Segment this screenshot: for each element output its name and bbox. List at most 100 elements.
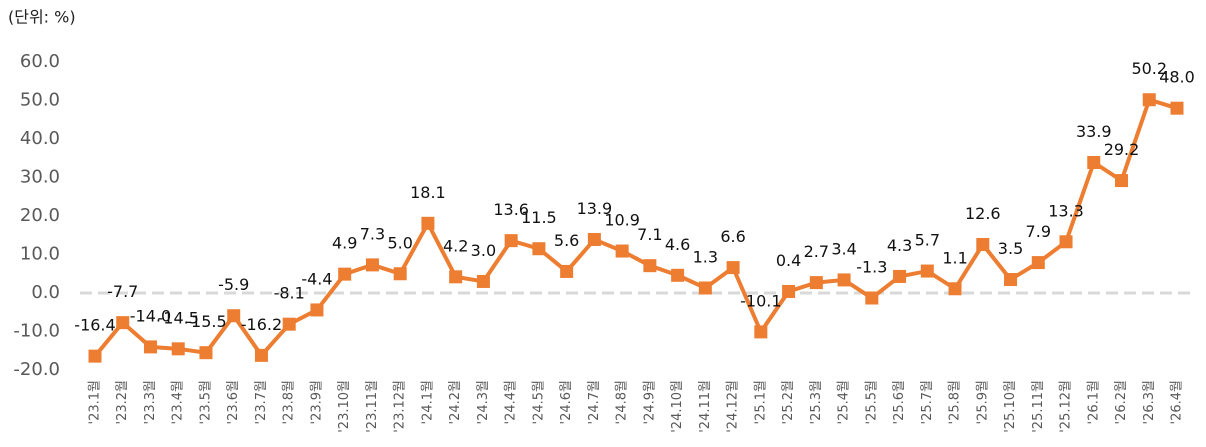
marker: [88, 349, 102, 363]
x-tick-label: '23.3월: [143, 380, 158, 424]
data-label: 2.7: [804, 242, 829, 261]
x-tick-label: '23.10월: [337, 380, 352, 433]
data-label: 7.3: [360, 224, 385, 243]
x-tick-label: '23.9월: [309, 380, 324, 424]
marker: [837, 273, 851, 287]
x-tick-label: '25.3월: [809, 380, 824, 424]
x-tick-label: '25.9월: [975, 380, 990, 424]
marker: [560, 264, 574, 278]
data-label: 0.4: [776, 251, 801, 270]
x-tick-label: '23.1월: [88, 380, 103, 424]
x-tick-label: '25.10월: [1003, 380, 1018, 433]
x-tick-label: '26.3월: [1142, 380, 1157, 424]
x-tick-label: '25.2월: [781, 380, 796, 424]
data-label: 13.3: [1048, 201, 1084, 220]
x-tick-label: '24.10월: [670, 380, 685, 433]
y-tick-label: 30.0: [20, 167, 60, 188]
marker: [671, 268, 685, 282]
data-label: 13.9: [577, 199, 613, 218]
data-label: -16.4: [74, 316, 115, 335]
marker: [227, 309, 241, 323]
x-tick-label: '23.8월: [282, 380, 297, 424]
x-tick-label: '23.2월: [115, 380, 130, 424]
marker: [504, 234, 518, 248]
marker: [976, 237, 990, 251]
data-label: 7.9: [1026, 222, 1051, 241]
marker: [1059, 235, 1073, 249]
data-label: 4.6: [665, 235, 690, 254]
marker: [920, 264, 934, 278]
x-tick-label: '23.5월: [198, 380, 213, 424]
x-tick-label: '24.5월: [531, 380, 546, 424]
unit-label: (단위: %): [8, 8, 76, 27]
marker: [726, 261, 740, 275]
y-tick-label: 20.0: [20, 205, 60, 226]
marker: [948, 282, 962, 296]
data-label: 48.0: [1159, 68, 1195, 87]
marker: [143, 340, 157, 354]
x-tick-label: '25.5월: [864, 380, 879, 424]
data-label: -16.2: [241, 315, 282, 334]
x-tick-label: '26.2월: [1114, 380, 1129, 424]
x-tick-label: '24.3월: [476, 380, 491, 424]
marker: [1087, 155, 1101, 169]
marker: [809, 276, 823, 290]
marker: [254, 348, 268, 362]
data-label: 12.6: [965, 204, 1001, 223]
x-tick-label: '24.12월: [726, 380, 741, 433]
x-tick-label: '23.12월: [393, 380, 408, 433]
data-label: 1.1: [942, 248, 967, 267]
marker: [393, 267, 407, 281]
x-tick-label: '25.1월: [753, 380, 768, 424]
marker: [449, 270, 463, 284]
x-tick-label: '26.4월: [1170, 380, 1185, 424]
marker: [338, 267, 352, 281]
data-label: 4.3: [887, 236, 912, 255]
x-tick-label: '23.11월: [365, 380, 380, 433]
data-label: -10.1: [740, 291, 781, 310]
x-tick-label: '25.6월: [892, 380, 907, 424]
marker: [1004, 273, 1018, 287]
data-label: 5.7: [915, 231, 940, 250]
x-tick-label: '24.1월: [420, 380, 435, 424]
data-label: -1.3: [856, 258, 887, 277]
x-tick-label: '25.4월: [837, 380, 852, 424]
marker: [421, 216, 435, 230]
marker: [893, 269, 907, 283]
data-label: 50.2: [1131, 59, 1167, 78]
marker: [532, 242, 546, 256]
x-tick-label: '24.4월: [504, 380, 519, 424]
x-tick-label: '24.8월: [615, 380, 630, 424]
x-tick-label: '25.11월: [1031, 380, 1046, 433]
data-label: -7.7: [107, 282, 138, 301]
marker: [754, 325, 768, 339]
data-label: 4.9: [332, 234, 357, 253]
y-tick-label: 60.0: [20, 51, 60, 72]
marker: [1031, 256, 1045, 270]
y-tick-label: 0.0: [31, 282, 60, 303]
x-tick-label: '25.8월: [948, 380, 963, 424]
marker: [587, 232, 601, 246]
marker: [1115, 174, 1129, 188]
x-tick-label: '23.6월: [226, 380, 241, 424]
y-tick-label: 40.0: [20, 128, 60, 149]
data-label: 13.6: [493, 200, 529, 219]
marker: [310, 303, 324, 317]
x-tick-label: '25.7월: [920, 380, 935, 424]
y-tick-label: 10.0: [20, 244, 60, 265]
marker: [476, 274, 490, 288]
x-tick-label: '24.2월: [448, 380, 463, 424]
data-label: 33.9: [1076, 122, 1112, 141]
data-label: -14.5: [158, 308, 199, 327]
data-label: 3.5: [998, 239, 1023, 258]
marker: [171, 342, 185, 356]
data-label: 29.2: [1104, 140, 1140, 159]
x-tick-label: '26.1월: [1086, 380, 1101, 424]
x-tick-label: '24.6월: [559, 380, 574, 424]
marker: [865, 291, 879, 305]
data-label: 4.2: [443, 236, 468, 255]
data-label: 3.4: [831, 239, 856, 258]
data-label: 7.1: [637, 225, 662, 244]
marker: [282, 317, 296, 331]
